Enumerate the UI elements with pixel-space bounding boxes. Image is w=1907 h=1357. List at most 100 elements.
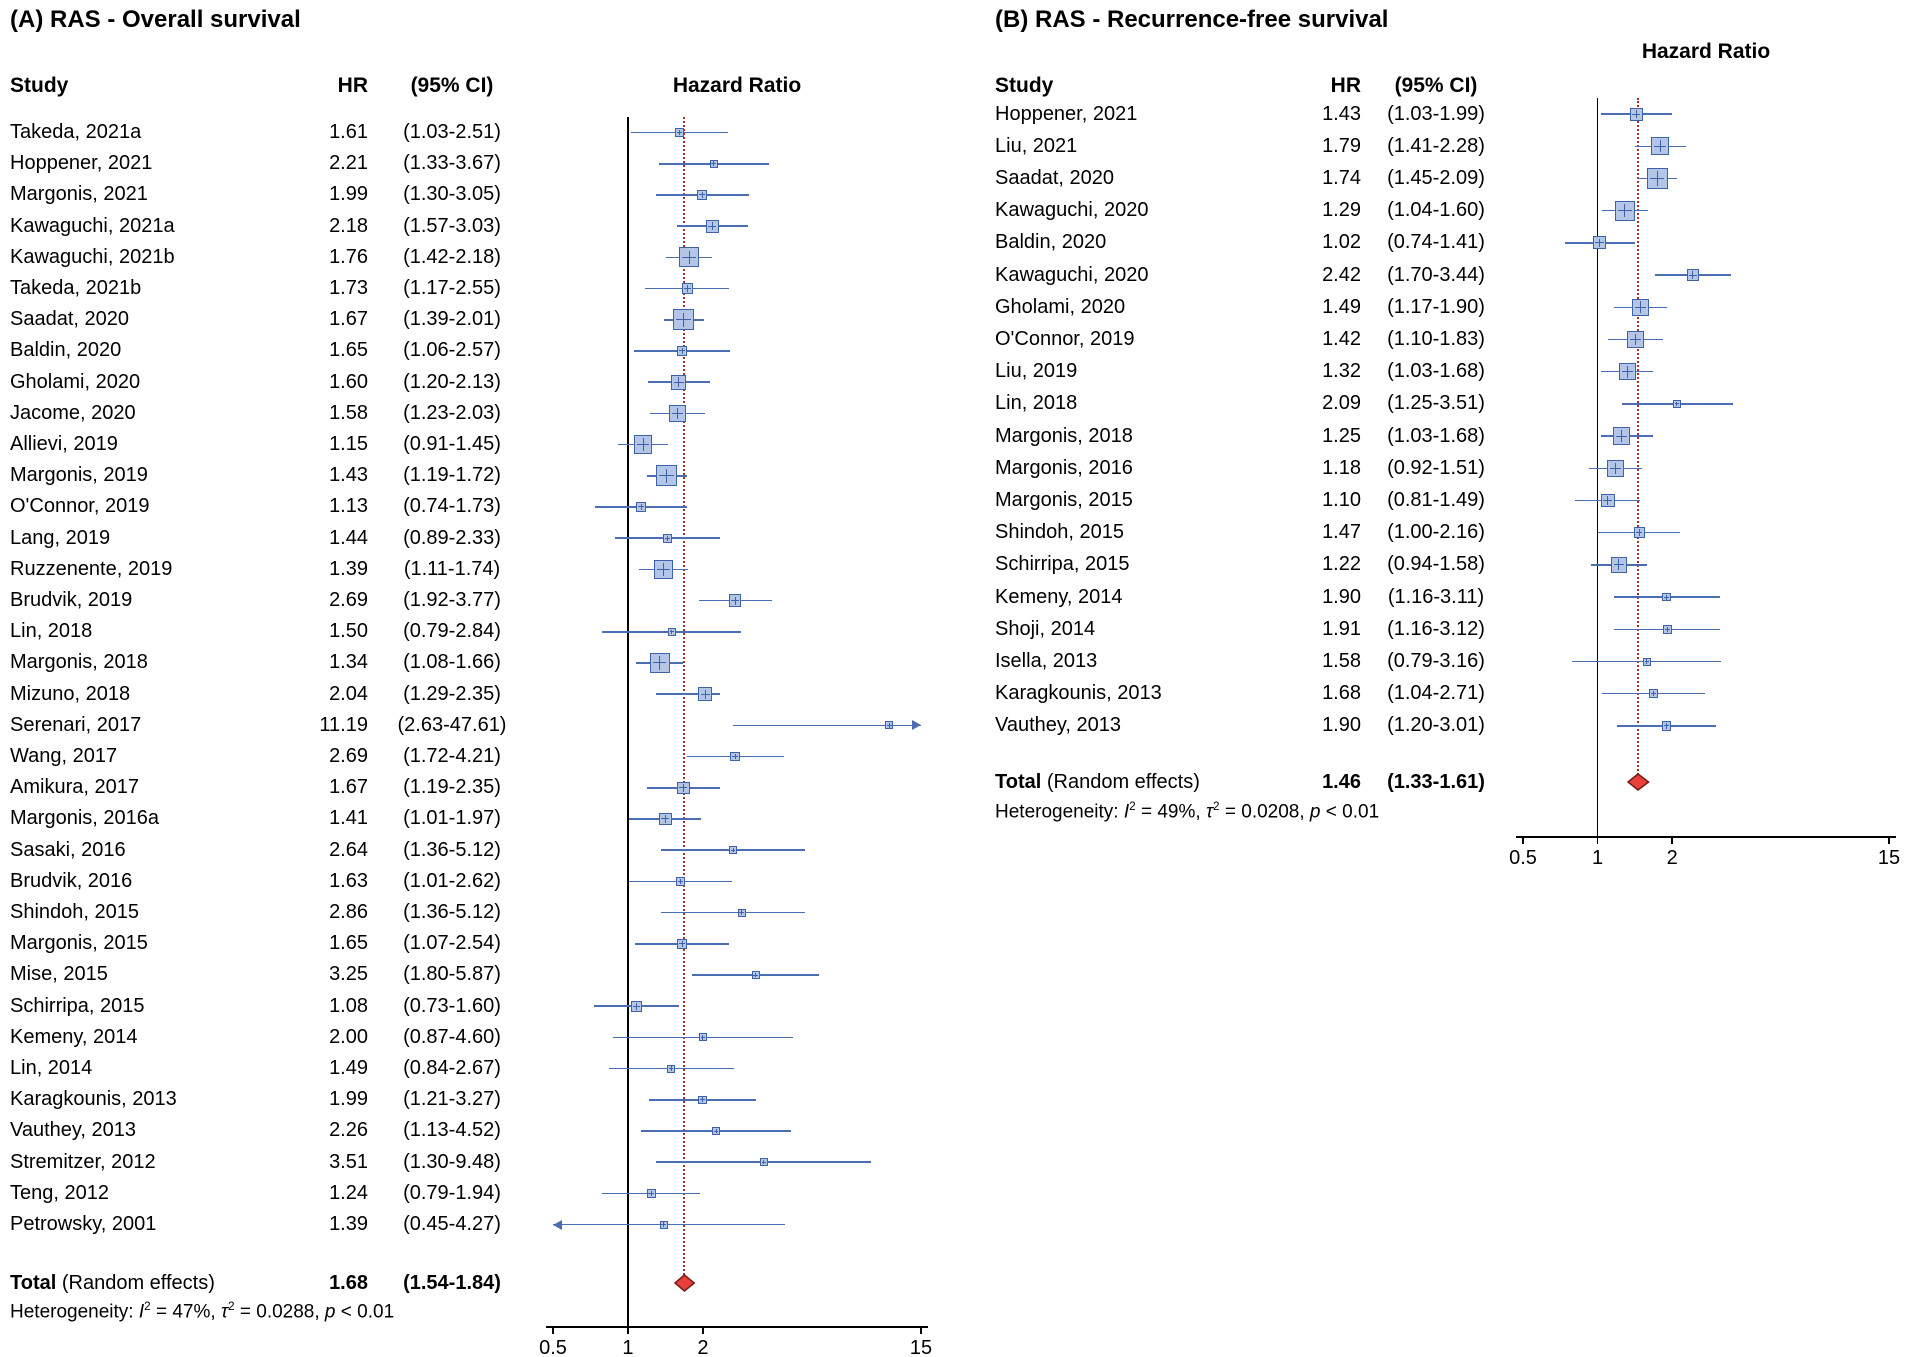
study-name: Brudvik, 2016 <box>10 869 133 892</box>
ci-value: (1.21-3.27) <box>403 1088 501 1111</box>
heterogeneity-note: Heterogeneity: I2 = 47%, τ2 = 0.0288, p … <box>10 1300 395 1323</box>
x-axis-tick-label: 2 <box>697 1337 709 1357</box>
study-name: Allievi, 2019 <box>10 433 118 456</box>
hr-square <box>663 533 672 543</box>
x-axis-tick <box>552 1326 554 1334</box>
hr-value: 1.41 <box>329 807 368 830</box>
hr-value: 1.39 <box>329 557 368 580</box>
study-row: Brudvik, 2019 2.69 (1.92-3.77) <box>10 585 536 616</box>
ci-value: (1.20-3.01) <box>1387 714 1485 737</box>
x-axis-tick <box>920 1326 922 1334</box>
study-name: Schirripa, 2015 <box>10 994 145 1017</box>
ci-value: (1.03-1.68) <box>1387 424 1485 447</box>
study-row: Margonis, 2016 1.18 (0.92-1.51) <box>995 452 1511 484</box>
study-row: Shindoh, 2015 2.86 (1.36-5.12) <box>10 897 536 928</box>
hr-value: 1.32 <box>1322 360 1361 383</box>
hr-square <box>1629 107 1643 121</box>
hr-value: 1.60 <box>329 370 368 393</box>
hr-square <box>1651 137 1670 156</box>
hr-value: 1.34 <box>329 651 368 674</box>
hr-value: 2.21 <box>329 152 368 175</box>
col-header-ci: (95% CI) <box>410 74 494 97</box>
hr-value: 2.26 <box>329 1119 368 1142</box>
study-row: Vauthey, 2013 1.90 (1.20-3.01) <box>995 710 1511 742</box>
hr-value: 1.63 <box>329 869 368 892</box>
study-name: Margonis, 2019 <box>10 464 148 487</box>
study-row: Margonis, 2015 1.10 (0.81-1.49) <box>995 484 1511 516</box>
hr-value: 1.99 <box>329 1088 368 1111</box>
ci-value: (1.10-1.83) <box>1387 327 1485 350</box>
reference-line <box>627 117 629 1326</box>
study-name: Vauthey, 2013 <box>10 1119 137 1142</box>
ci-value: (1.03-1.99) <box>1387 102 1485 125</box>
study-row: Baldin, 2020 1.02 (0.74-1.41) <box>995 227 1511 259</box>
col-header-ci: (95% CI) <box>1394 74 1478 97</box>
study-row: Karagkounis, 2013 1.99 (1.21-3.27) <box>10 1084 536 1115</box>
ci-value: (1.72-4.21) <box>403 745 501 768</box>
hr-value: 2.64 <box>329 838 368 861</box>
heterogeneity-note: Heterogeneity: I2 = 49%, τ2 = 0.0208, p … <box>995 800 1380 823</box>
study-name: Sasaki, 2016 <box>10 838 126 861</box>
ci-value: (0.81-1.49) <box>1387 488 1485 511</box>
ci-value: (1.30-3.05) <box>403 183 501 206</box>
study-name: Kawaguchi, 2020 <box>995 199 1149 222</box>
study-name: Shindoh, 2015 <box>10 901 140 924</box>
x-axis: 0.5 1 2 15 <box>539 1326 932 1357</box>
total-row: Total (Random effects) 1.68 (1.54-1.84) <box>10 1267 536 1299</box>
x-axis-tick <box>627 1326 629 1334</box>
ci-value: (1.16-3.12) <box>1387 617 1485 640</box>
study-name: Schirripa, 2015 <box>995 553 1130 576</box>
study-row: Sasaki, 2016 2.64 (1.36-5.12) <box>10 835 536 866</box>
study-name: Hoppener, 2021 <box>10 152 153 175</box>
hr-square <box>667 1064 676 1073</box>
study-name: Amikura, 2017 <box>10 776 139 799</box>
hr-value: 1.50 <box>329 620 368 643</box>
hr-value: 2.86 <box>329 901 368 924</box>
hr-value: 1.76 <box>329 245 368 268</box>
study-name: Ruzzenente, 2019 <box>10 557 173 580</box>
hr-square <box>1648 689 1658 699</box>
ci-value: (1.19-2.35) <box>403 776 501 799</box>
study-row: Liu, 2021 1.79 (1.41-2.28) <box>995 130 1511 162</box>
ci-value: (1.17-1.90) <box>1387 295 1485 318</box>
study-row: Jacome, 2020 1.58 (1.23-2.03) <box>10 398 536 429</box>
x-axis-tick-label: 2 <box>1666 847 1678 869</box>
study-name: Baldin, 2020 <box>10 339 122 362</box>
study-name: Margonis, 2015 <box>995 488 1133 511</box>
panel-a-title: (A) RAS - Overall survival <box>10 6 301 33</box>
hr-value: 1.65 <box>329 339 368 362</box>
study-name: Gholami, 2020 <box>10 370 141 393</box>
ci-value: (1.19-1.72) <box>403 464 501 487</box>
reference-line <box>1596 98 1599 836</box>
hr-square <box>677 781 690 795</box>
pooled-diamond <box>673 1274 696 1292</box>
study-row: Kemeny, 2014 2.00 (0.87-4.60) <box>10 1022 536 1053</box>
study-name: Hoppener, 2021 <box>995 102 1138 125</box>
x-axis-line <box>546 1326 928 1328</box>
ci-right-arrow <box>912 720 921 731</box>
ci-value: (1.30-9.48) <box>403 1150 501 1173</box>
hr-value: 11.19 <box>319 713 368 736</box>
study-name: Margonis, 2016a <box>10 807 159 830</box>
hr-value: 3.51 <box>329 1150 368 1173</box>
hr-value: 1.49 <box>329 1057 368 1080</box>
hr-value: 1.24 <box>329 1181 368 1204</box>
hr-value: 1.25 <box>1322 424 1361 447</box>
study-name: Margonis, 2021 <box>10 183 148 206</box>
study-row: O'Connor, 2019 1.42 (1.10-1.83) <box>995 323 1511 355</box>
hr-square <box>646 1188 656 1199</box>
forest-plot-area <box>1523 98 1889 836</box>
ci-value: (1.70-3.44) <box>1387 263 1485 286</box>
ci-value: (1.80-5.87) <box>403 963 501 986</box>
study-name: Wang, 2017 <box>10 745 118 768</box>
study-row: Brudvik, 2016 1.63 (1.01-2.62) <box>10 866 536 897</box>
hr-value: 1.08 <box>329 994 368 1017</box>
study-name: Petrowsky, 2001 <box>10 1213 157 1236</box>
hr-value: 2.00 <box>329 1025 368 1048</box>
hr-square <box>1642 657 1651 666</box>
x-axis: 0.5 1 2 15 <box>1509 836 1900 876</box>
hr-square <box>698 687 713 702</box>
hr-square <box>659 1220 668 1229</box>
hr-square <box>1662 592 1671 602</box>
